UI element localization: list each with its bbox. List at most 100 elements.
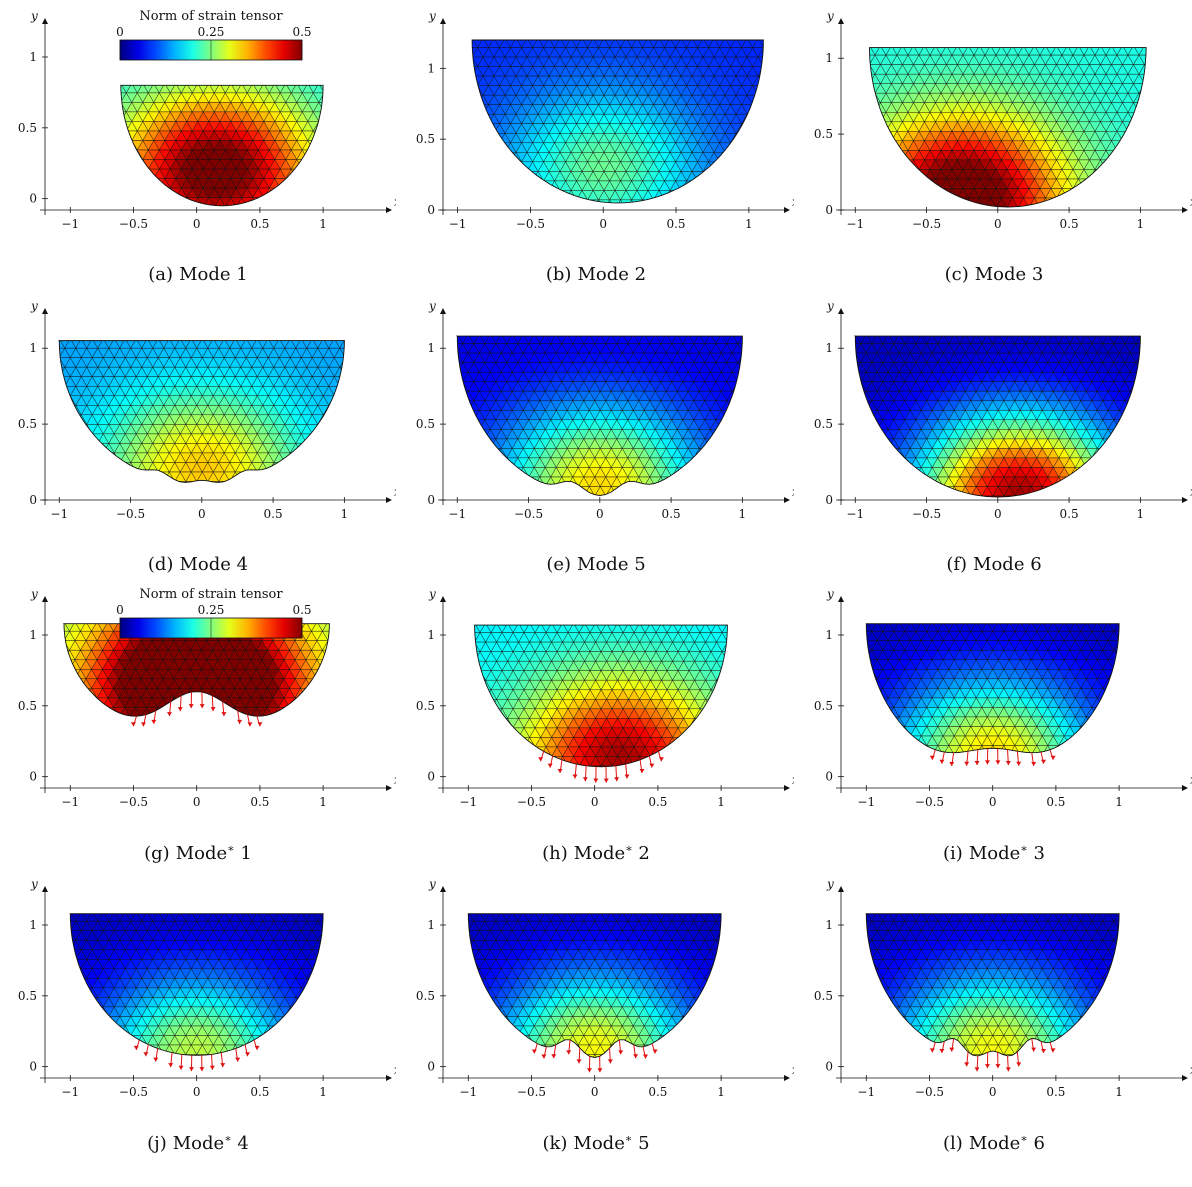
panel-e: x y −1 −0.5 0 0.5 1 0 0.5 1 (e)Mode 5 xyxy=(398,290,794,580)
x-tick-label: 0 xyxy=(193,1085,201,1099)
y-axis-arrow xyxy=(838,886,844,892)
caption-text: Mode xyxy=(968,843,1021,864)
x-axis-label: x xyxy=(792,773,794,787)
axes-i: x y −1 −0.5 0 0.5 1 0 0.5 1 xyxy=(814,587,1192,809)
y-axis-arrow xyxy=(42,886,48,892)
x-axis-label: x xyxy=(394,773,396,787)
x-tick-label: 0 xyxy=(994,507,1002,521)
caption-text: Mode xyxy=(573,843,626,864)
axes-g: x y −1 −0.5 0 0.5 1 0 0.5 1 xyxy=(18,587,396,809)
caption-star: ∗ xyxy=(1020,842,1028,855)
x-tick-label: 1 xyxy=(319,1085,327,1099)
x-axis-label: x xyxy=(394,1063,396,1077)
caption-label: (d) xyxy=(147,554,174,575)
caption-label: (i) xyxy=(943,843,963,864)
colorbar: Norm of strain tensor 0 0.25 0.5 xyxy=(116,587,312,639)
caption-label: (g) xyxy=(144,843,170,864)
y-tick-label: 0.5 xyxy=(18,699,37,713)
y-tick-label: 0 xyxy=(427,203,435,217)
y-tick-label: 1 xyxy=(29,628,37,642)
x-tick-label: −0.5 xyxy=(912,217,941,231)
plot-h: x y −1 −0.5 0 0.5 1 0 0.5 1 xyxy=(416,587,794,809)
arrow-head xyxy=(188,704,194,709)
x-tick-label: 1 xyxy=(319,795,327,809)
x-tick-label: 0.5 xyxy=(250,217,269,231)
y-axis-label: y xyxy=(826,299,834,313)
y-tick-label: 1 xyxy=(427,628,435,642)
arrow-head xyxy=(245,1052,251,1057)
y-axis-label: y xyxy=(428,299,436,313)
colorbar-tick-label: 0 xyxy=(116,25,124,39)
x-tick-label: −0.5 xyxy=(912,507,941,521)
y-tick-label: 0.5 xyxy=(814,989,833,1003)
caption-e: (e) Mode 5 xyxy=(446,554,746,575)
x-axis-label: x xyxy=(792,485,794,499)
x-tick-label: −1 xyxy=(448,507,466,521)
arrow-head xyxy=(995,1064,1001,1069)
arrow-head xyxy=(130,722,136,727)
x-axis-label: x xyxy=(394,485,396,499)
arrow-head xyxy=(614,777,620,782)
caption-text: Mode xyxy=(172,1133,225,1154)
y-axis-arrow xyxy=(42,596,48,602)
domain-outline-d xyxy=(57,339,345,483)
y-tick-label: 0.5 xyxy=(18,417,37,431)
x-axis-label: x xyxy=(1190,195,1192,209)
y-tick-label: 1 xyxy=(29,50,37,64)
caption-i: (i) Mode∗ 3 xyxy=(844,842,1144,864)
x-axis-label: x xyxy=(792,195,794,209)
x-axis-arrow xyxy=(1182,785,1188,791)
arrow-head xyxy=(1016,761,1022,766)
caption-f: (f) Mode 6 xyxy=(844,554,1144,575)
arrow-head xyxy=(168,1063,174,1068)
x-tick-label: −1 xyxy=(61,795,79,809)
y-tick-label: 1 xyxy=(29,918,37,932)
x-tick-label: 0 xyxy=(994,217,1002,231)
panel-l: x y −1 −0.5 0 0.5 1 0 0.5 1 (l)Mode∗ 6 xyxy=(796,868,1192,1158)
x-tick-label: 0.5 xyxy=(250,795,269,809)
x-tick-label: −0.5 xyxy=(915,1085,944,1099)
x-tick-label: 0 xyxy=(591,795,599,809)
y-tick-label: 0.5 xyxy=(18,121,37,135)
y-axis-label: y xyxy=(30,9,38,23)
x-axis-arrow xyxy=(784,497,790,503)
arrow-head xyxy=(1031,761,1037,766)
y-tick-label: 1 xyxy=(825,628,833,642)
arrow-head xyxy=(964,1062,970,1067)
arrow-head xyxy=(133,1045,139,1050)
arrow-head xyxy=(639,769,645,774)
colorbar-tick-label: 0.5 xyxy=(292,25,311,39)
caption-number: 3 xyxy=(1027,843,1045,864)
x-axis-label: x xyxy=(394,195,396,209)
arrow-head xyxy=(624,774,630,779)
caption-number: 3 xyxy=(1026,264,1044,285)
x-tick-label: −1 xyxy=(449,217,467,231)
y-axis-arrow xyxy=(42,18,48,24)
y-axis-arrow xyxy=(838,18,844,24)
x-tick-label: 1 xyxy=(1137,507,1145,521)
caption-number: 5 xyxy=(628,554,646,575)
mesh-i xyxy=(866,623,1120,753)
arrow-head xyxy=(929,755,935,760)
x-tick-label: 1 xyxy=(739,507,747,521)
y-tick-label: 0.5 xyxy=(18,989,37,1003)
arrow-head xyxy=(1050,1048,1056,1053)
x-tick-label: −1 xyxy=(61,217,79,231)
plot-k: x y −1 −0.5 0 0.5 1 0 0.5 1 xyxy=(416,877,794,1099)
x-tick-label: 0 xyxy=(198,507,206,521)
y-axis-label: y xyxy=(826,877,834,891)
plot-e: x y −1 −0.5 0 0.5 1 0 0.5 1 xyxy=(416,299,794,521)
caption-text: Mode xyxy=(968,1133,1021,1154)
x-tick-label: −0.5 xyxy=(119,217,148,231)
x-axis-arrow xyxy=(784,785,790,791)
x-tick-label: 1 xyxy=(717,1085,725,1099)
caption-number: 6 xyxy=(1024,554,1042,575)
arrow-head xyxy=(1041,759,1047,764)
x-tick-label: 0 xyxy=(591,1085,599,1099)
domain-outline-a xyxy=(120,84,324,207)
colorbar-title: Norm of strain tensor xyxy=(139,9,283,24)
x-tick-label: 0 xyxy=(989,1085,997,1099)
